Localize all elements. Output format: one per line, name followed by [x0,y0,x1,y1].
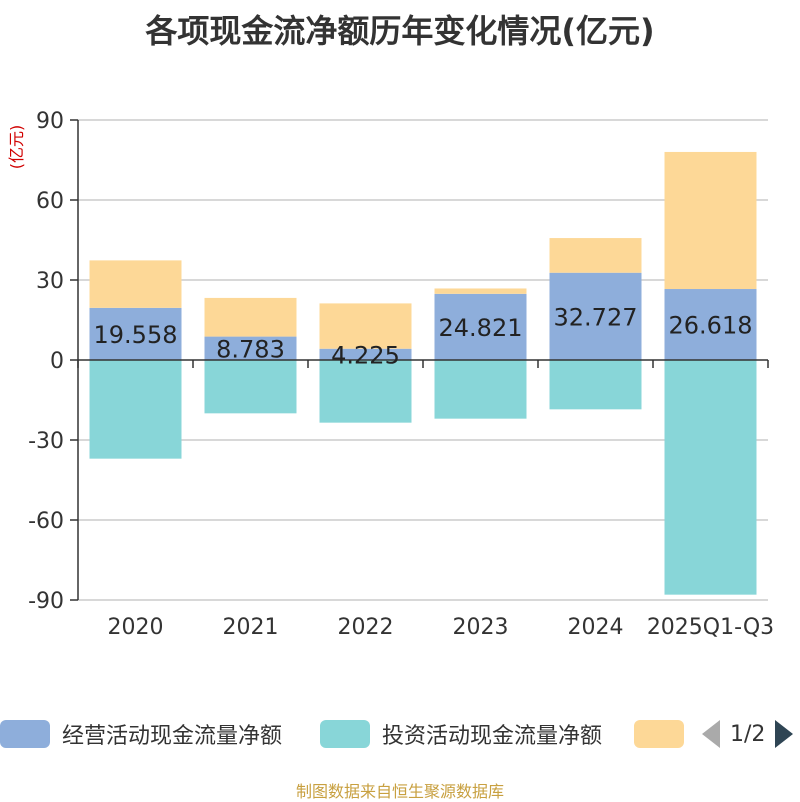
legend-label-investing: 投资活动现金流量净额 [382,724,603,749]
bar-series1-1[interactable] [204,336,297,360]
y-tick-label: 0 [50,349,64,374]
legend-next-page-icon[interactable] [775,720,794,748]
legend: 经营活动现金流量净额 投资活动现金流量净额 1/2 [0,714,800,754]
legend-item-operating[interactable]: 经营活动现金流量净额 [0,718,282,750]
bar-series1-2[interactable] [319,348,412,360]
data-label: 24.821 [439,314,523,342]
legend-swatch-investing [320,720,370,748]
bar-series1-4[interactable] [549,272,642,360]
data-source-note: 制图数据来自恒生聚源数据库 [295,782,504,801]
y-tick-label: 60 [36,189,64,214]
data-label: 32.727 [554,303,638,331]
legend-swatch-operating [0,720,50,748]
x-tick-label: 2020 [108,615,164,640]
legend-page-indicator: 1/2 [730,721,766,747]
axes: 90 60 30 0 -30 -60 -90 2020 2021 2022 2023 2024 2025… [28,109,774,640]
data-labels: 19.558 8.783 4.225 24.821 32.727 26.618 [94,303,753,369]
legend-label-operating: 经营活动现金流量净额 [62,724,283,749]
bar-series3-1[interactable] [204,297,297,337]
y-tick-label: 30 [36,269,64,294]
y-tick-label: -60 [28,509,64,534]
data-label: 19.558 [94,321,178,349]
bar-series2-3[interactable] [434,360,527,419]
bar-series3-0[interactable] [89,260,182,308]
data-label: 8.783 [216,335,285,363]
y-tick-label: 90 [36,109,64,134]
bar-series1-0[interactable] [89,307,182,360]
bar-series2-5[interactable] [664,360,757,595]
y-axis-title: (亿元) [7,125,26,170]
bar-series2-0[interactable] [89,360,182,459]
y-tick-label: -30 [28,429,64,454]
x-tick-label: 2023 [453,615,509,640]
bar-series2-4[interactable] [549,360,642,410]
legend-swatch-financing [634,720,684,748]
chart-canvas: 90 60 30 0 -30 -60 -90 2020 2021 2022 2023 2024 2025… [7,109,774,640]
bar-series3-5[interactable] [664,151,757,290]
bars [89,151,757,595]
bar-series3-3[interactable] [434,288,527,294]
gridlines [78,119,768,601]
bar-series2-2[interactable] [319,360,412,423]
x-tick-label: 2024 [568,615,624,640]
data-label: 26.618 [669,312,753,340]
chart-title: 各项现金流净额历年变化情况(亿元) [145,12,655,50]
x-tick-label: 2021 [223,615,279,640]
bar-series3-2[interactable] [319,303,412,349]
bar-series2-1[interactable] [204,360,297,414]
x-tick-label: 2022 [338,615,394,640]
x-tick-label: 2025Q1-Q3 [647,615,774,640]
bar-series1-5[interactable] [664,289,757,360]
legend-prev-page-icon[interactable] [702,720,720,748]
bar-series1-3[interactable] [434,293,527,360]
legend-item-financing[interactable] [634,718,684,750]
y-tick-label: -90 [28,589,64,614]
legend-pager: 1/2 [702,718,794,750]
data-label: 4.225 [331,341,400,369]
bar-series3-4[interactable] [549,238,642,273]
legend-item-investing[interactable]: 投资活动现金流量净额 [320,718,602,750]
